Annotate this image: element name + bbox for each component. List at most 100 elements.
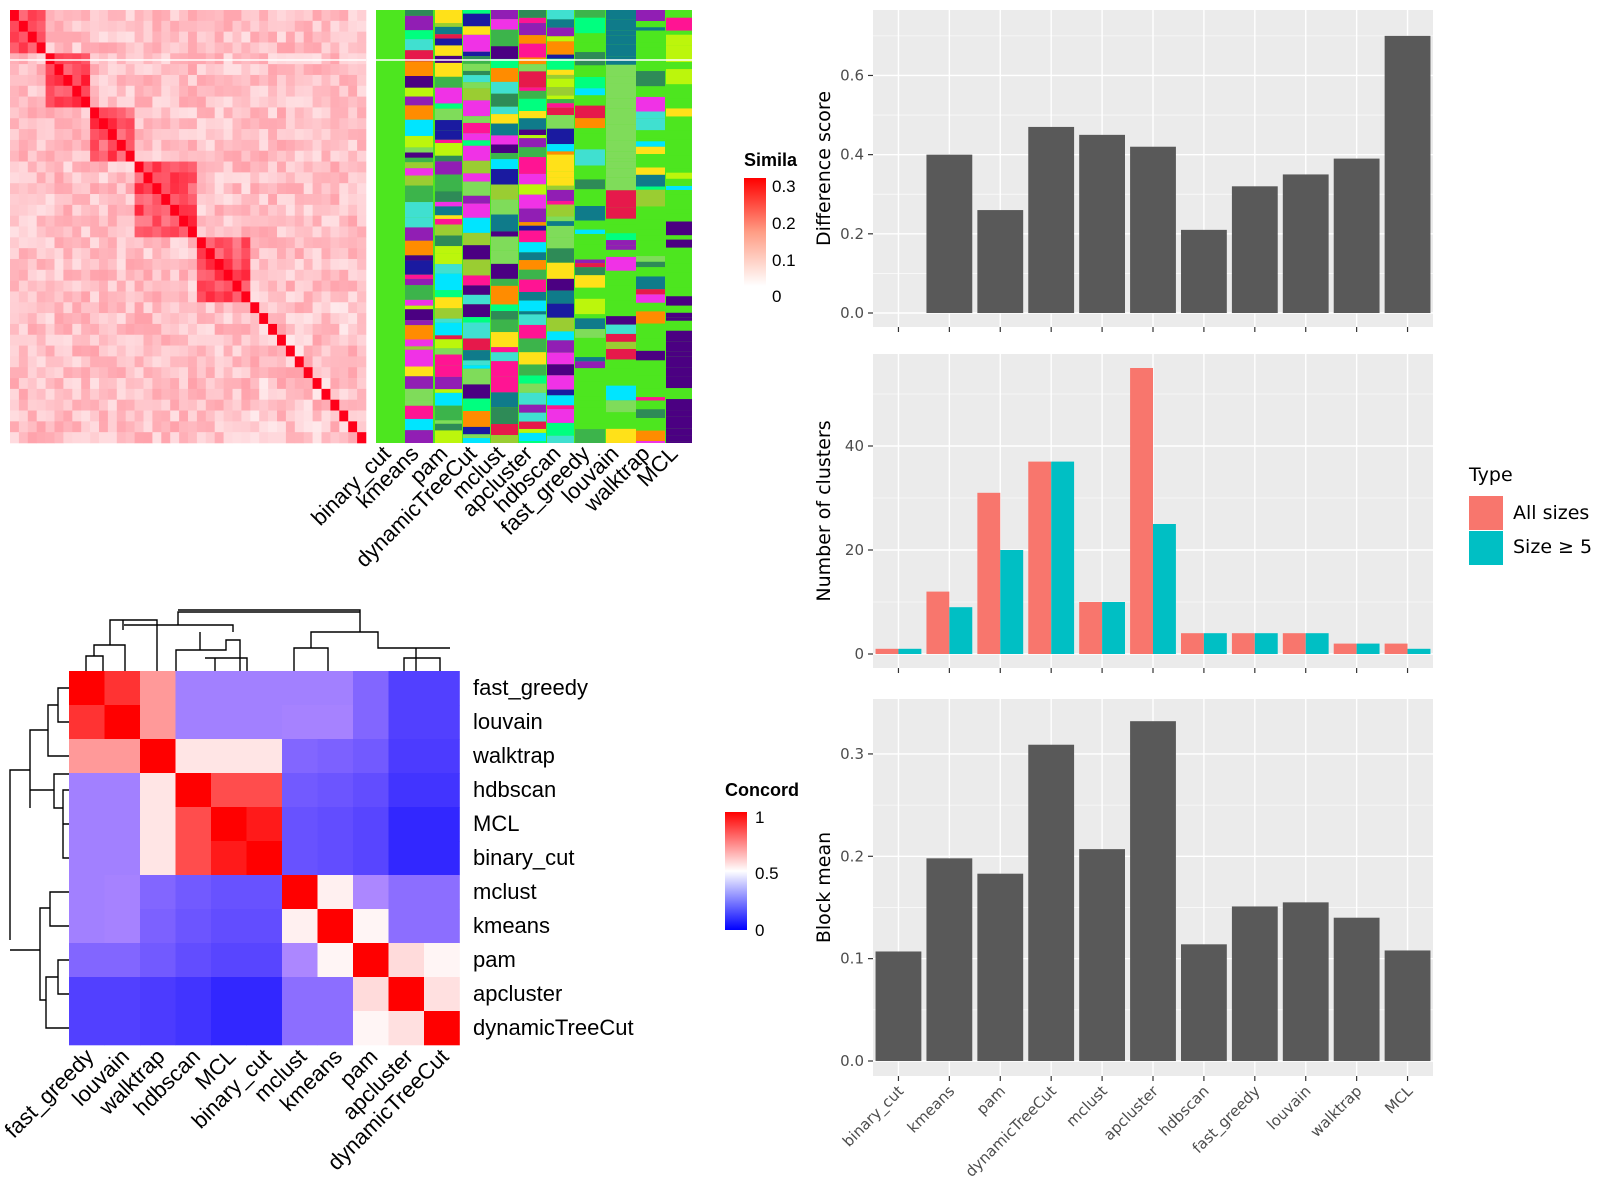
similarity-cell — [143, 129, 153, 141]
membership-cell — [491, 352, 518, 362]
similarity-cell — [330, 313, 340, 325]
membership-cell — [547, 435, 574, 443]
similarity-cell — [10, 432, 20, 444]
membership-cell — [606, 249, 636, 257]
similarity-cell — [285, 194, 296, 206]
similarity-cell — [45, 42, 55, 54]
similarity-cell — [277, 280, 287, 292]
similarity-cell — [196, 410, 207, 422]
similarity-cell — [161, 53, 171, 65]
similarity-cell — [312, 183, 322, 195]
membership-cell — [547, 262, 574, 279]
bar — [926, 154, 973, 313]
membership-cell — [636, 240, 665, 257]
membership-cell — [491, 263, 518, 279]
similarity-cell — [294, 107, 304, 119]
similarity-cell — [36, 53, 46, 65]
membership-cell — [463, 59, 490, 64]
similarity-cell — [205, 388, 215, 400]
similarity-cell — [152, 161, 162, 173]
membership-cell — [636, 323, 665, 339]
similarity-cell — [125, 161, 135, 173]
similarity-cell — [250, 139, 260, 152]
membership-cell — [636, 261, 665, 268]
similarity-cell — [188, 215, 198, 227]
membership-cell — [666, 272, 692, 288]
concordance-cell — [246, 841, 283, 876]
membership-cell — [547, 151, 574, 155]
similarity-cell — [294, 269, 304, 281]
concordance-row-label: apcluster — [473, 981, 562, 1006]
similarity-cell — [18, 248, 29, 260]
membership-cell — [575, 118, 605, 129]
similarity-cell — [196, 20, 207, 32]
membership-cell — [547, 248, 574, 263]
similarity-cell — [259, 345, 269, 357]
similarity-cell — [205, 96, 215, 108]
similarity-cell — [214, 367, 224, 379]
similarity-cell — [90, 31, 100, 43]
x-tick-label: kmeans — [904, 1082, 959, 1137]
similarity-cell — [214, 248, 224, 260]
similarity-cell — [63, 215, 73, 227]
concordance-cell — [353, 875, 389, 910]
similarity-cell — [10, 129, 20, 141]
similarity-cell — [259, 129, 269, 141]
similarity-cell — [152, 280, 162, 292]
similarity-cell — [72, 269, 82, 281]
membership-cell — [666, 189, 692, 195]
membership-cell — [435, 253, 462, 265]
membership-cell — [519, 157, 546, 174]
membership-cell — [405, 430, 433, 443]
similarity-cell — [54, 215, 64, 227]
membership-cell — [491, 106, 518, 115]
similarity-cell — [205, 313, 215, 325]
similarity-cell — [54, 323, 64, 336]
similarity-cell — [223, 139, 233, 152]
similarity-cell — [357, 74, 367, 87]
similarity-cell — [36, 334, 46, 346]
membership-cell — [463, 438, 490, 443]
membership-cell — [666, 305, 692, 313]
membership-cell — [463, 63, 490, 71]
similarity-cell — [18, 334, 29, 346]
similarity-cell — [357, 388, 367, 400]
similarity-cell — [250, 399, 260, 411]
similarity-cell — [232, 399, 242, 411]
similarity-cell — [214, 226, 224, 238]
similarity-cell — [196, 226, 207, 238]
membership-cell — [491, 123, 518, 136]
similarity-cell — [330, 258, 340, 271]
membership-cell — [405, 320, 433, 326]
similarity-cell — [312, 31, 322, 43]
membership-cell — [606, 279, 636, 286]
similarity-cell — [330, 172, 340, 184]
concordance-cell — [246, 1011, 283, 1046]
membership-cell — [519, 364, 546, 376]
membership-cell — [575, 105, 605, 119]
similarity-cell — [179, 345, 189, 357]
similarity-cell — [81, 204, 91, 216]
similarity-cell — [134, 237, 144, 249]
similarity-cell — [99, 150, 109, 162]
similarity-cell — [277, 367, 287, 379]
membership-cell — [666, 351, 692, 357]
similarity-cell — [107, 367, 118, 379]
bar — [1333, 158, 1380, 313]
bar — [1181, 944, 1227, 1061]
similarity-cell — [312, 280, 322, 292]
similarity-cell — [357, 313, 367, 325]
concordance-cell — [69, 909, 105, 944]
similarity-cell — [99, 31, 109, 43]
similarity-cell — [99, 269, 109, 281]
similarity-cell — [312, 345, 322, 357]
similarity-cell — [232, 226, 242, 238]
similarity-cell — [134, 64, 144, 76]
similarity-cell — [241, 421, 251, 433]
similarity-cell — [143, 150, 153, 162]
similarity-cell — [339, 323, 349, 336]
bar — [1181, 633, 1204, 654]
membership-cell — [491, 58, 518, 65]
concordance-cell — [317, 807, 354, 842]
similarity-cell — [357, 237, 367, 249]
